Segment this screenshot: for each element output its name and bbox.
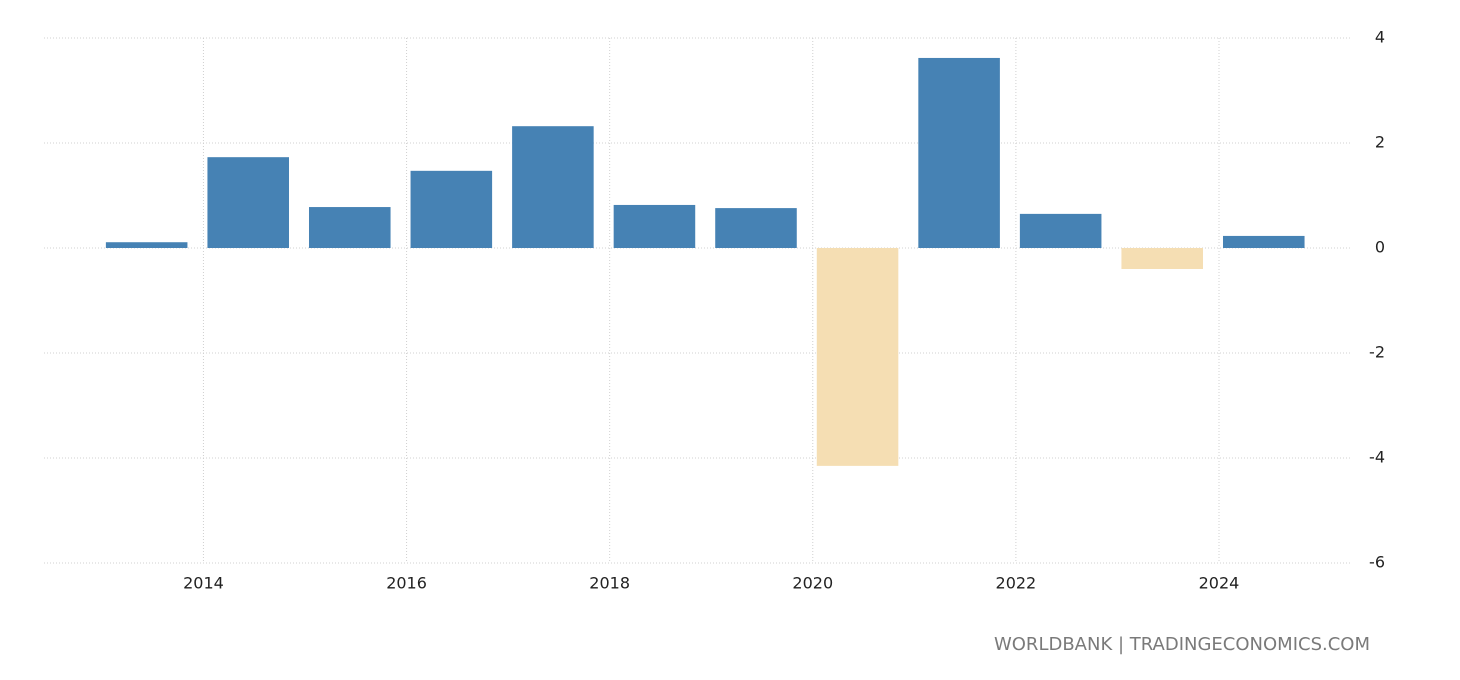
bar [1019, 213, 1102, 248]
source: WORLDBANK | TRADINGECONOMICS.COM [994, 634, 1370, 655]
x-tick-label: 2018 [589, 574, 630, 593]
bar [816, 248, 899, 466]
bar [512, 126, 594, 248]
bar [918, 57, 1000, 249]
y-tick-label: 4 [1375, 28, 1385, 47]
y-tick-label: -2 [1369, 343, 1385, 362]
x-tick-label: 2014 [183, 574, 224, 593]
bar [308, 207, 391, 248]
bar [715, 208, 797, 248]
bar [1222, 235, 1305, 248]
bar [207, 157, 289, 248]
x-tick-label: 2016 [386, 574, 427, 593]
y-tick-label: 0 [1375, 238, 1385, 257]
x-tick-label: 2022 [996, 574, 1037, 593]
bar [410, 170, 493, 248]
x-tick-label: 2024 [1199, 574, 1240, 593]
y-tick-label: 2 [1375, 133, 1385, 152]
x-tick-label: 2020 [792, 574, 833, 593]
y-tick-label: -6 [1369, 553, 1385, 572]
y-tick-label: -4 [1369, 448, 1385, 467]
bar [105, 242, 188, 248]
bar [1121, 248, 1203, 269]
bar [613, 204, 696, 248]
